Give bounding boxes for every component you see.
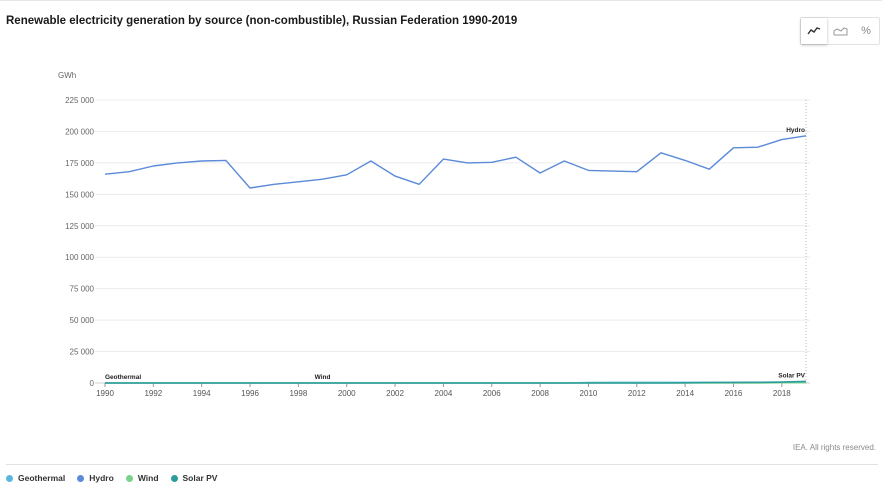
x-tick-label: 2004 — [435, 389, 453, 398]
y-tick-label: 25 000 — [70, 348, 95, 357]
y-tick-label: 75 000 — [70, 285, 95, 294]
legend-dot — [125, 474, 133, 482]
series-label-geothermal: Geothermal — [105, 374, 141, 381]
legend-label: Solar PV — [182, 473, 218, 483]
chart-title: Renewable electricity generation by sour… — [6, 15, 518, 27]
y-tick-label: 225 000 — [65, 96, 94, 105]
area-chart-button[interactable] — [827, 18, 853, 44]
legend-dot — [6, 474, 13, 482]
x-tick-label: 2010 — [580, 389, 598, 398]
legend-item-hydro[interactable]: Hydro — [77, 473, 114, 483]
x-tick-label: 1992 — [144, 389, 162, 398]
x-tick-label: 2018 — [773, 389, 791, 398]
y-tick-label: 0 — [90, 379, 95, 388]
x-tick-label: 1994 — [193, 389, 211, 398]
chart-type-toolbar: % — [800, 17, 880, 45]
y-tick-label: 150 000 — [65, 190, 94, 199]
legend-dot — [170, 474, 178, 482]
legend-label: Hydro — [89, 473, 114, 483]
legend-label: Geothermal — [18, 473, 66, 483]
y-tick-label: 175 000 — [65, 159, 94, 168]
legend-divider — [6, 464, 878, 465]
y-tick-label: 50 000 — [70, 316, 95, 325]
y-tick-label: 100 000 — [65, 253, 94, 262]
series-label-wind: Wind — [315, 374, 331, 381]
series-line-hydro — [104, 135, 807, 189]
x-tick-label: 2008 — [531, 389, 549, 398]
area-chart-icon — [833, 27, 847, 36]
line-chart-icon — [807, 27, 821, 35]
legend-item-solar-pv[interactable]: Solar PV — [170, 473, 218, 483]
line-chart: GWh 0 25 000 50 000 75 000 100 000 125 000 150 … — [58, 71, 810, 398]
series-label-solar-pv: Solar PV — [778, 372, 805, 379]
legend-label: Wind — [137, 473, 159, 483]
legend: Geothermal Hydro Wind Solar PV — [6, 473, 217, 483]
x-tick-label: 1990 — [96, 389, 114, 398]
percent-button[interactable]: % — [853, 18, 879, 44]
x-tick-label: 2000 — [338, 389, 356, 398]
x-tick-label: 2012 — [628, 389, 646, 398]
x-tick-label: 2014 — [676, 389, 694, 398]
legend-dot — [77, 474, 85, 482]
legend-item-geothermal[interactable]: Geothermal — [6, 473, 65, 483]
series-label-hydro: Hydro — [786, 127, 805, 134]
copyright-notice: IEA. All rights reserved. — [792, 443, 876, 452]
series-line-solar-pv — [105, 380, 807, 384]
percent-icon: % — [861, 25, 871, 37]
x-tick-label: 1996 — [241, 389, 259, 398]
x-tick-label: 2016 — [725, 389, 743, 398]
line-chart-button[interactable] — [801, 18, 827, 44]
legend-item-wind[interactable]: Wind — [125, 473, 159, 483]
x-tick-label: 1998 — [289, 389, 307, 398]
y-axis-label: GWh — [58, 71, 76, 80]
y-tick-label: 125 000 — [65, 222, 94, 231]
top-border — [0, 0, 882, 1]
x-tick-label: 2002 — [386, 389, 404, 398]
y-tick-label: 200 000 — [65, 127, 94, 136]
x-tick-label: 2006 — [483, 389, 501, 398]
